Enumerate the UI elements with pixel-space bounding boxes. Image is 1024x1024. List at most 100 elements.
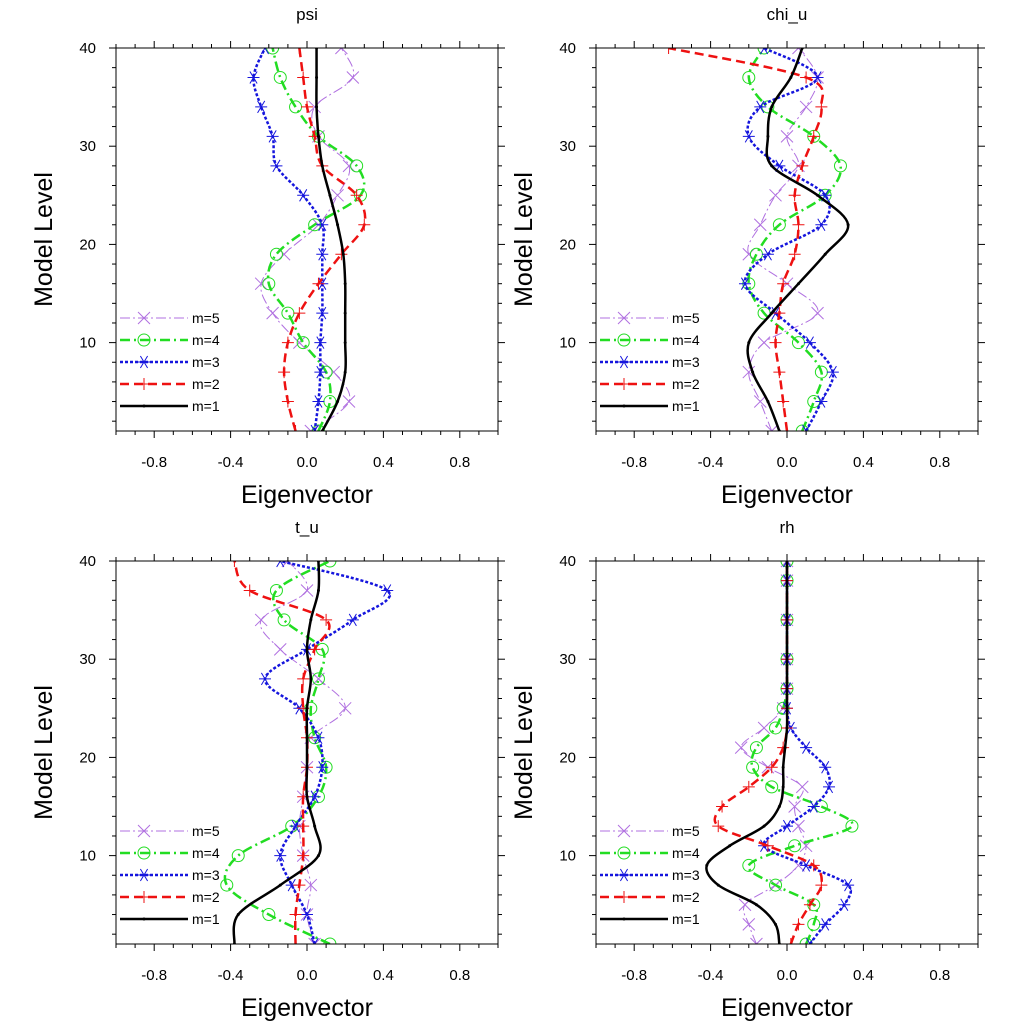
data-point-m2 [769,336,782,349]
data-point-m3 [301,908,313,921]
data-point-m1 [305,795,309,799]
data-point-m2 [228,561,241,567]
x-tick-label: 0.4 [373,967,394,984]
data-point-m1 [315,105,319,109]
data-point-m1 [278,883,282,887]
data-point-m1 [336,223,340,227]
y-axis-label: Model Level [30,685,58,820]
data-point-m3 [258,48,271,55]
data-point-m2 [807,859,820,872]
legend-label-m4: m=4 [672,332,700,348]
x-axis-label: Eigenvector [721,481,853,509]
series-line-m3 [252,48,325,431]
data-point-m5 [734,741,748,754]
data-point-m2 [815,100,828,113]
legend-marker-m4 [137,333,151,347]
data-point-m2 [297,672,310,685]
data-point-m1 [751,370,755,374]
data-point-m2 [777,741,790,754]
data-point-m3 [270,159,283,173]
data-point-m2 [278,366,291,379]
data-point-m2 [293,48,306,54]
y-tick-label: 40 [79,553,96,570]
data-point-m5 [335,48,348,55]
data-point-m2 [712,820,725,833]
data-point-m1 [328,193,332,197]
data-point-m4 [350,159,364,173]
legend-marker-m3 [618,868,630,882]
data-point-m4 [769,721,783,735]
data-point-m1 [343,311,347,315]
data-point-m3 [266,130,279,143]
legend-marker-m1 [622,917,626,921]
data-point-m5 [799,100,813,114]
series-line-m3 [743,48,835,431]
data-point-m4 [772,218,786,232]
x-axis-label: Eigenvector [241,481,373,509]
data-point-m1 [305,706,309,710]
x-tick-label: 0.4 [853,967,874,984]
data-point-m1 [754,903,758,907]
data-point-m1 [305,736,309,740]
data-point-m1 [770,105,774,109]
data-point-m5 [757,721,771,735]
data-point-m1 [747,341,751,345]
data-point-m1 [305,765,309,769]
data-point-m3 [738,277,751,290]
series-line-m5 [747,48,819,431]
data-point-m5 [742,918,756,931]
data-point-m5 [304,424,318,431]
data-point-m3 [811,71,824,84]
legend-label-m2: m=2 [672,889,700,905]
series-line-m4 [747,561,854,944]
series-line-m2 [668,48,825,431]
data-point-m5 [811,306,824,320]
data-point-m1 [705,863,709,867]
data-point-m2 [297,849,310,862]
data-point-m5 [266,306,279,320]
data-point-m3 [819,918,832,931]
data-point-m5 [795,780,809,794]
legend-marker-m2 [138,891,150,903]
data-point-m1 [320,164,324,168]
data-point-m1 [783,746,787,750]
data-point-m2 [358,218,371,231]
data-point-m1 [846,223,850,227]
data-point-m3 [274,561,287,568]
legend-label-m5: m=5 [192,823,220,839]
data-point-m5 [750,937,763,944]
data-point-m5 [273,643,287,656]
data-point-m2 [796,159,809,172]
data-point-m3 [803,937,816,944]
chart-panel-rh: rh -0.8 -0.4 0.0 0.4 0.8 10 20 30 40 Eigenvector Mo… [510,518,985,1022]
data-point-m1 [781,765,785,769]
chart-title: t_u [295,518,319,537]
data-point-m5 [342,159,356,173]
chart-title: rh [779,518,794,537]
data-point-m4 [269,247,283,261]
data-point-m2 [781,425,793,431]
data-point-m4 [311,672,325,686]
data-point-m1 [305,647,309,651]
data-point-m2 [784,938,797,944]
x-axis-label: Eigenvector [721,994,853,1022]
data-point-m3 [316,218,329,232]
data-point-m1 [766,134,770,138]
legend-marker-m3 [618,355,630,369]
series-line-m4 [266,48,366,431]
y-tick-label: 30 [559,651,576,668]
data-point-m3 [314,365,327,379]
x-tick-label: -0.4 [698,967,724,984]
x-tick-label: 0.8 [449,454,470,471]
legend-marker-m1 [142,404,146,408]
series-line-m2 [233,561,331,944]
data-point-m3 [258,672,271,686]
data-point-m3 [761,247,774,261]
data-point-m4 [833,159,847,173]
data-point-m4 [746,760,760,774]
data-point-m2 [335,248,348,261]
legend-label-m4: m=4 [192,332,220,348]
data-point-m5 [753,218,767,232]
y-tick-label: 10 [79,335,96,352]
data-point-m4 [845,819,859,833]
